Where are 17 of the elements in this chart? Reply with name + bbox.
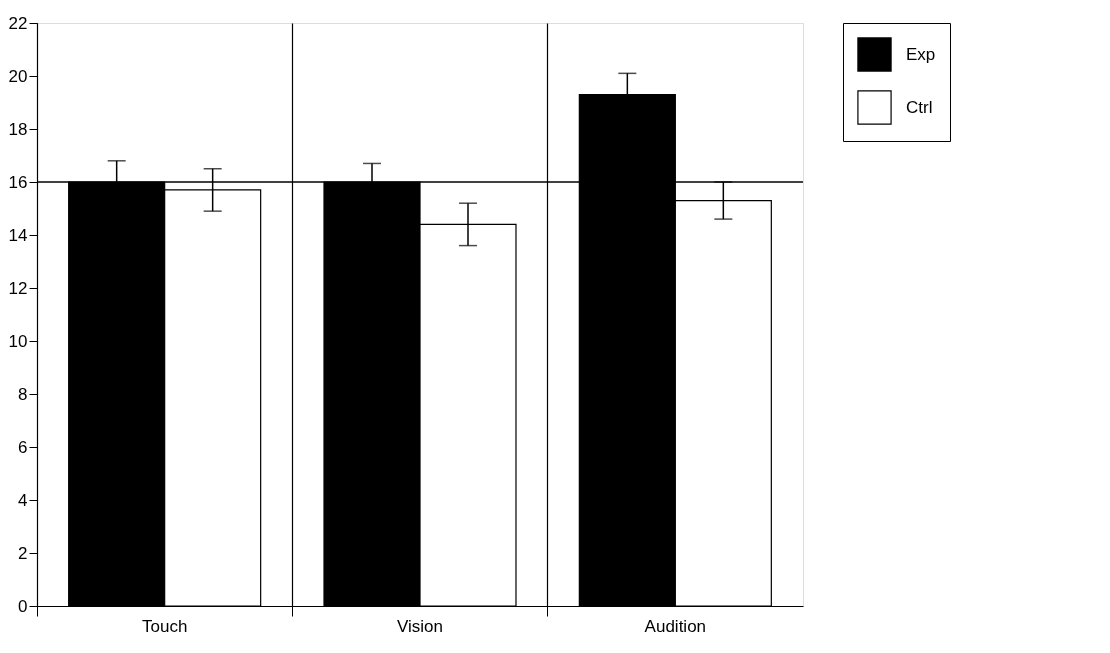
- y-tick-label: 4: [18, 490, 28, 510]
- y-tick-label: 6: [18, 437, 28, 457]
- y-tick-label: 16: [8, 172, 28, 192]
- x-tick-label: Vision: [397, 616, 443, 636]
- y-tick-label: 2: [18, 543, 28, 563]
- y-tick-label: 18: [8, 119, 28, 139]
- y-tick-label: 0: [18, 596, 28, 616]
- x-tick-label: Audition: [644, 616, 707, 636]
- y-tick-label: 10: [8, 331, 28, 351]
- y-tick-label: 12: [8, 278, 28, 298]
- y-tick-label: 22: [8, 13, 28, 33]
- y-tick-label: 14: [8, 225, 28, 245]
- legend-label: Exp: [906, 44, 936, 64]
- y-tick-label: 20: [8, 66, 28, 86]
- y-tick-label: 8: [18, 384, 28, 404]
- x-tick-label: Touch: [141, 616, 188, 636]
- legend-label: Ctrl: [906, 97, 933, 117]
